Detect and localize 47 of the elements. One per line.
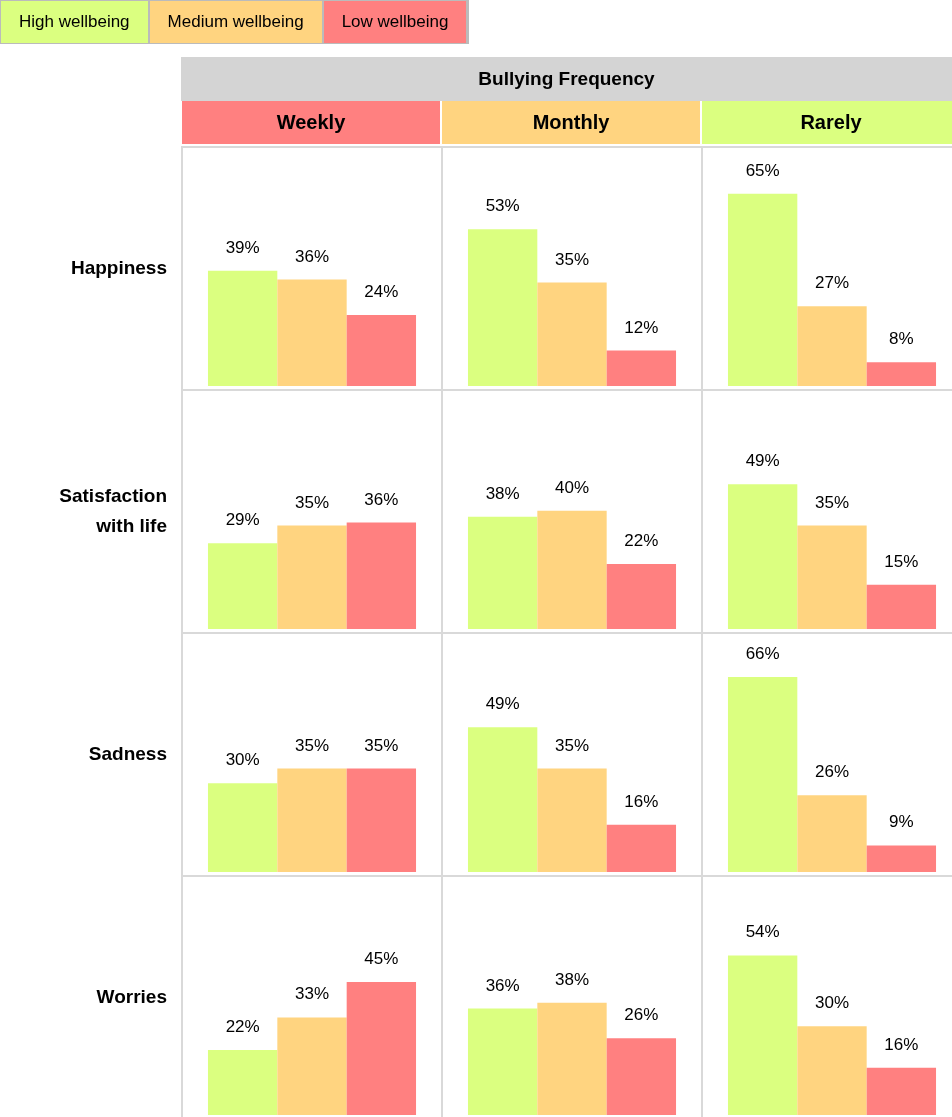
data-label: 12% [624, 317, 659, 337]
chart-title: Rarely [702, 101, 952, 144]
data-label: 8% [889, 329, 914, 349]
data-label: 36% [364, 489, 399, 509]
y-axis-title: Worries [95, 984, 167, 1009]
data-label: 24% [364, 282, 399, 302]
text: Medium wellbeing [149, 1, 324, 43]
data-label: 49% [745, 451, 780, 471]
data-label: 49% [485, 694, 520, 714]
data-label: 35% [554, 735, 590, 755]
data-label: 36% [294, 246, 330, 266]
data-label: 33% [294, 984, 330, 1004]
chart-title: Weekly [182, 101, 440, 144]
data-label: 35% [814, 492, 850, 512]
data-label: 16% [884, 1034, 919, 1054]
chart-title: Monthly [442, 101, 700, 144]
data-label: 39% [225, 237, 260, 257]
data-label: 22% [225, 1016, 260, 1036]
data-label: 35% [364, 735, 399, 755]
data-label: 29% [225, 510, 260, 530]
data-label: 66% [745, 643, 780, 663]
data-label: 26% [814, 762, 850, 782]
data-label: 30% [814, 993, 850, 1013]
data-label: 30% [225, 750, 260, 770]
data-label: 9% [889, 812, 914, 832]
data-label: 54% [745, 922, 780, 942]
data-label: 38% [485, 483, 520, 503]
data-label: 35% [294, 492, 330, 512]
data-label: 38% [554, 969, 590, 989]
data-label: 27% [814, 273, 850, 293]
data-label: 45% [364, 948, 399, 968]
data-label: 22% [624, 530, 659, 550]
y-axis-title: Satisfaction with life [58, 483, 167, 538]
text: Bullying Frequency [181, 57, 952, 101]
data-label: 35% [554, 249, 590, 269]
data-label: 35% [294, 735, 330, 755]
data-label: 65% [745, 160, 780, 180]
data-label: 16% [624, 791, 659, 811]
y-axis-title: Sadness [87, 741, 167, 766]
data-label: 26% [624, 1005, 659, 1025]
data-label: 36% [485, 975, 520, 995]
data-label: 40% [554, 477, 590, 497]
text: Low wellbeing [323, 1, 469, 43]
y-axis-title: Happiness [69, 255, 167, 280]
text: High wellbeing [1, 1, 150, 43]
data-label: 15% [884, 551, 919, 571]
data-label: 53% [485, 196, 520, 216]
